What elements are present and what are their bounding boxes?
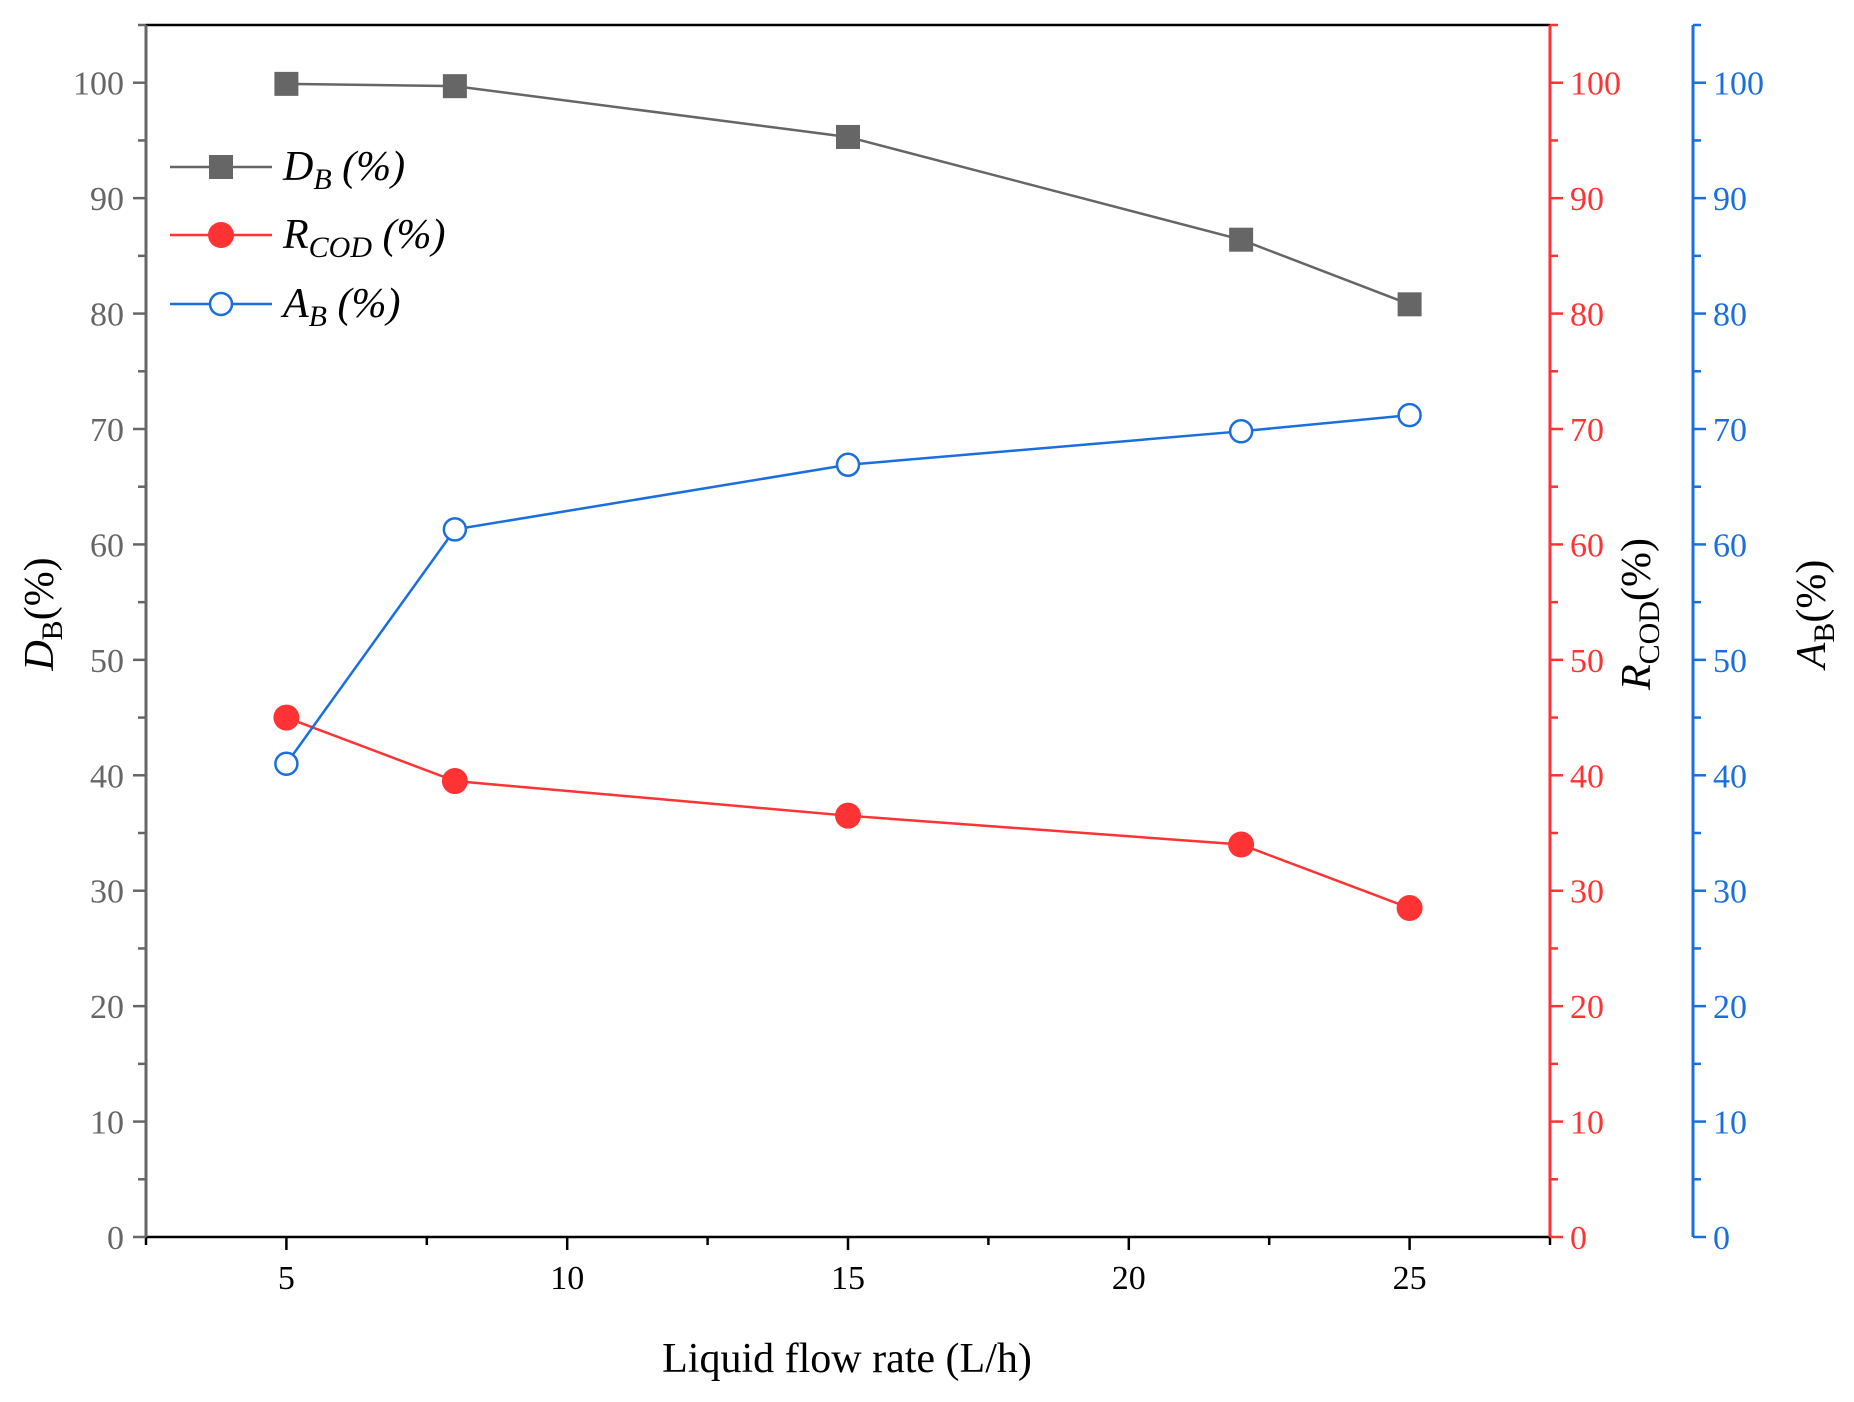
right-offset-tick-label: 30 xyxy=(1713,874,1747,911)
legend: DB (%) RCOD (%) AB (%) xyxy=(170,144,445,333)
x-tick-label: 5 xyxy=(278,1260,295,1297)
right-offset-tick-label: 70 xyxy=(1713,412,1747,449)
right-tick-label: 80 xyxy=(1570,297,1604,334)
data-point-db xyxy=(1397,292,1422,317)
left-tick-label: 50 xyxy=(90,643,124,680)
x-tick-label: 25 xyxy=(1393,1260,1427,1297)
right-axis-title: RCOD(%) xyxy=(1614,538,1666,691)
left-tick-label: 90 xyxy=(90,181,124,218)
left-axis-title: DB(%) xyxy=(17,557,69,671)
data-point-rcod xyxy=(1228,831,1255,858)
right-offset-axis-title-suffix: (%) xyxy=(1789,560,1835,623)
left-tick-label: 100 xyxy=(73,66,124,103)
left-tick-label: 40 xyxy=(90,758,124,795)
right-offset-tick-label: 100 xyxy=(1713,66,1764,103)
left-tick-label: 60 xyxy=(90,527,124,564)
data-point-ab xyxy=(835,452,861,478)
legend-label-db: DB (%) xyxy=(282,144,405,196)
left-tick-label: 80 xyxy=(90,297,124,334)
series-line-db xyxy=(286,82,1411,306)
left-tick-label: 30 xyxy=(90,874,124,911)
legend-item-ab: AB (%) xyxy=(170,281,400,333)
right-tick-label: 90 xyxy=(1570,181,1604,218)
right-tick-label: 20 xyxy=(1570,989,1604,1026)
right-axis-title-main: R xyxy=(1614,664,1660,691)
legend-label-ab: AB (%) xyxy=(280,281,400,333)
data-point-db xyxy=(274,71,299,96)
left-tick-label: 10 xyxy=(90,1105,124,1142)
x-tick-label: 20 xyxy=(1112,1260,1146,1297)
data-point-db xyxy=(442,74,467,99)
left-tick-label: 70 xyxy=(90,412,124,449)
right-offset-axis-title-main: A xyxy=(1789,642,1835,671)
left-tick-label: 0 xyxy=(107,1220,124,1257)
right-offset-tick-label: 0 xyxy=(1713,1220,1730,1257)
data-point-rcod xyxy=(273,704,300,731)
x-tick-label: 15 xyxy=(831,1260,865,1297)
right-tick-label: 10 xyxy=(1570,1105,1604,1142)
right-offset-tick-label: 20 xyxy=(1713,989,1747,1026)
data-point-ab xyxy=(1228,419,1254,444)
right-offset-tick-label: 10 xyxy=(1713,1105,1747,1142)
legend-label-rcod: RCOD (%) xyxy=(282,212,445,264)
data-point-rcod xyxy=(835,802,861,829)
left-tick-label: 20 xyxy=(90,989,124,1026)
data-point-ab xyxy=(442,517,468,542)
x-tick-label: 10 xyxy=(550,1260,584,1297)
legend-marker-rcod xyxy=(208,222,234,248)
left-axis-title-suffix: (%) xyxy=(17,557,63,620)
right-tick-label: 50 xyxy=(1570,643,1604,680)
right-offset-tick-label: 60 xyxy=(1713,527,1747,564)
data-point-rcod xyxy=(441,768,468,795)
right-tick-label: 40 xyxy=(1570,758,1604,795)
data-point-rcod xyxy=(1396,895,1423,922)
right-tick-label: 100 xyxy=(1570,66,1621,103)
legend-item-db: DB (%) xyxy=(170,144,405,196)
series-layer xyxy=(273,71,1423,922)
left-axis-title-sub: B xyxy=(36,620,69,640)
data-point-ab xyxy=(1397,402,1422,428)
data-point-db xyxy=(1229,227,1254,252)
right-offset-axis-title-sub: B xyxy=(1808,623,1841,643)
right-tick-label: 60 xyxy=(1570,527,1604,564)
right-tick-label: 30 xyxy=(1570,874,1604,911)
right-tick-label: 70 xyxy=(1570,412,1604,449)
right-offset-tick-label: 80 xyxy=(1713,297,1747,334)
right-axis-title-suffix: (%) xyxy=(1614,538,1660,601)
right-axis-title-sub: COD xyxy=(1633,601,1666,664)
legend-marker-db xyxy=(209,155,233,179)
legend-item-rcod: RCOD (%) xyxy=(170,212,445,264)
data-point-db xyxy=(836,124,860,149)
right-tick-label: 0 xyxy=(1570,1220,1587,1257)
left-axis-title-main: D xyxy=(17,640,63,671)
right-offset-tick-label: 90 xyxy=(1713,181,1747,218)
legend-marker-ab xyxy=(208,291,234,317)
right-offset-tick-label: 40 xyxy=(1713,758,1747,795)
right-offset-axis-title: AB(%) xyxy=(1789,560,1841,672)
x-axis-title: Liquid flow rate (L/h) xyxy=(662,1336,1032,1382)
data-point-ab xyxy=(274,751,299,776)
right-offset-tick-label: 50 xyxy=(1713,643,1747,680)
axes-layer: 5 10 15 20 250102030405060708090100010203040… xyxy=(73,23,1764,1297)
